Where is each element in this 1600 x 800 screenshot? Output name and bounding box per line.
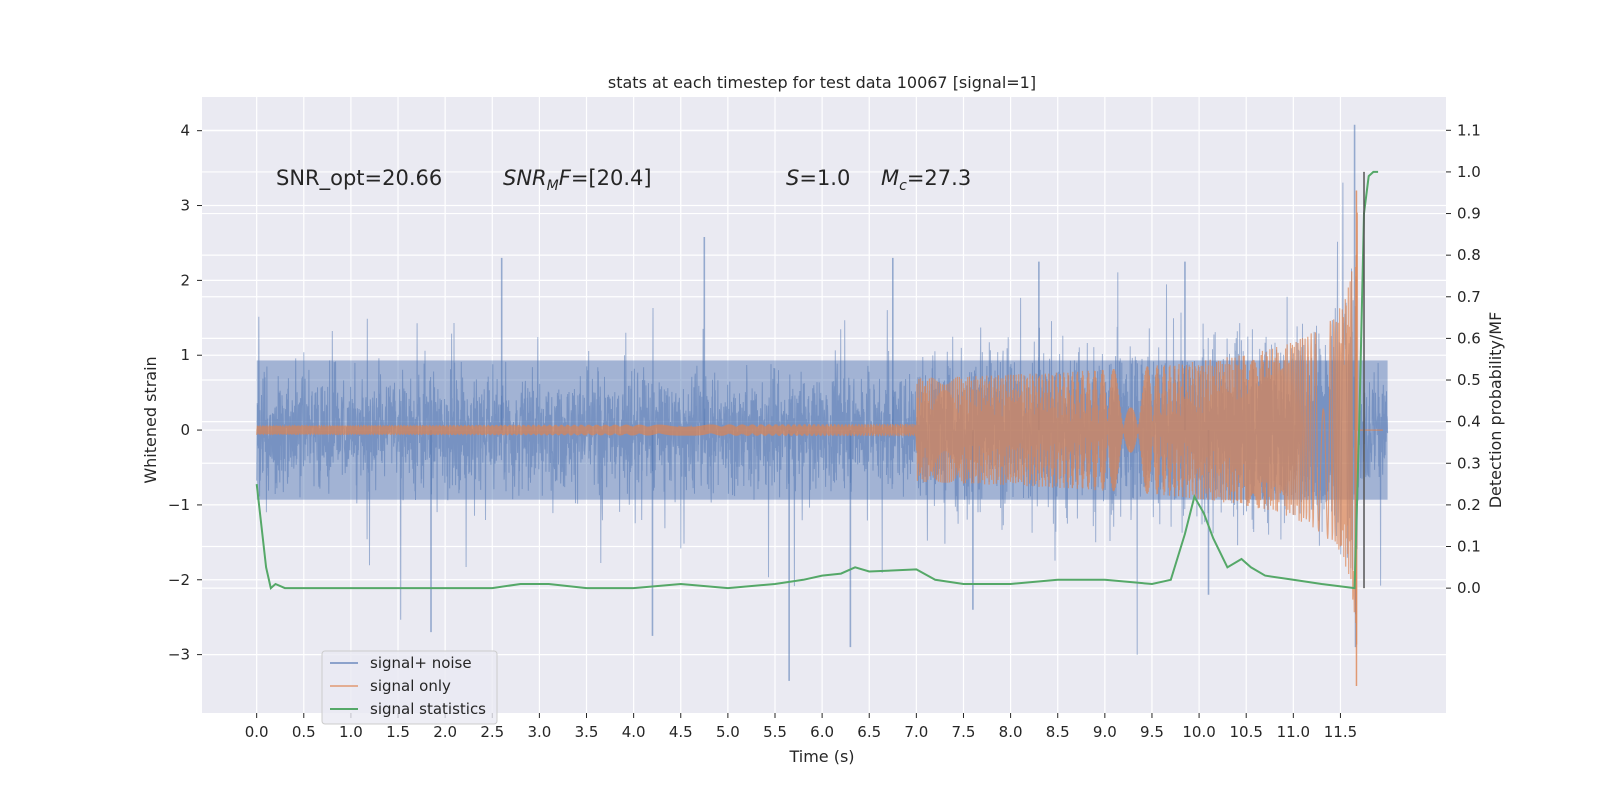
grid bbox=[202, 97, 1446, 713]
snr-mf-annotation: SNRMF=[20.4] bbox=[503, 166, 652, 194]
y2-tick-label: 0.8 bbox=[1457, 246, 1481, 264]
legend-frame bbox=[321, 650, 498, 725]
x-tick-label: 7.0 bbox=[904, 723, 928, 741]
y-axis-label: Whitened strain bbox=[141, 356, 160, 483]
legend: signal+ noise signal only signal statist… bbox=[321, 650, 498, 725]
y2-tick-label: 0.2 bbox=[1457, 496, 1481, 514]
x-tick-label: 4.0 bbox=[622, 723, 646, 741]
x-tick-label: 8.0 bbox=[999, 723, 1023, 741]
x-tick-label: 2.0 bbox=[433, 723, 457, 741]
snr-mf-subscript: M bbox=[547, 178, 559, 194]
x-tick-label: 10.0 bbox=[1182, 723, 1215, 741]
x-tick-label: 1.5 bbox=[386, 723, 410, 741]
y-tick-label: 3 bbox=[180, 197, 190, 215]
x-tick-label: 11.5 bbox=[1324, 723, 1357, 741]
x-tick-label: 1.0 bbox=[339, 723, 363, 741]
x-tick-label: 6.0 bbox=[810, 723, 834, 741]
x-tick-label: 3.5 bbox=[575, 723, 599, 741]
y-tick-label: 2 bbox=[180, 271, 190, 289]
mc-subscript: c bbox=[899, 178, 907, 194]
x-tick-label: 7.5 bbox=[952, 723, 976, 741]
snr-opt-annotation: SNR_opt=20.66 bbox=[276, 166, 442, 191]
legend-label-noise: signal+ noise bbox=[370, 654, 472, 672]
x-axis-label: Time (s) bbox=[788, 747, 854, 766]
x-tick-label: 5.5 bbox=[763, 723, 787, 741]
signal-only-series bbox=[256, 190, 1383, 687]
y-tick-label: 0 bbox=[180, 421, 190, 439]
y2-tick-label: 0.4 bbox=[1457, 413, 1481, 431]
x-tick-label: 5.0 bbox=[716, 723, 740, 741]
y2-tick-label: 0.1 bbox=[1457, 538, 1481, 556]
x-tick-label: 11.0 bbox=[1277, 723, 1310, 741]
signal-statistics-series bbox=[255, 170, 1379, 590]
legend-label-signal: signal only bbox=[370, 677, 451, 695]
s-symbol: S bbox=[786, 166, 799, 190]
x-tick-label: 6.5 bbox=[857, 723, 881, 741]
y2-axis-label: Detection probability/MF bbox=[1486, 312, 1505, 509]
x-tick-label: 2.5 bbox=[480, 723, 504, 741]
signal-only-line bbox=[256, 212, 1383, 645]
x-axis-ticks: 0.0 0.5 1.0 1.5 2.0 2.5 3.0 3.5 4.0 4.5 5.0 5.5 6.0 6… bbox=[245, 713, 1357, 741]
x-tick-label: 8.5 bbox=[1046, 723, 1070, 741]
y-tick-label: −1 bbox=[168, 496, 190, 514]
y2-tick-label: 0.9 bbox=[1457, 205, 1481, 223]
y2-tick-label: 1.1 bbox=[1457, 121, 1481, 139]
s-annotation: S=1.0 bbox=[786, 166, 850, 190]
x-tick-label: 0.0 bbox=[245, 723, 269, 741]
y-tick-label: 4 bbox=[180, 122, 190, 140]
snr-mf-value: =[20.4] bbox=[571, 166, 652, 190]
y-tick-label: −3 bbox=[168, 646, 190, 664]
y2-axis-ticks: 1.1 1.0 0.9 0.8 0.7 0.6 0.5 0.4 0.3 0.2 0.1 0.0 bbox=[1446, 121, 1481, 597]
chart-title: stats at each timestep for test data 100… bbox=[608, 73, 1036, 92]
y2-tick-label: 1.0 bbox=[1457, 163, 1481, 181]
s-value: =1.0 bbox=[799, 166, 850, 190]
mc-value: =27.3 bbox=[907, 166, 971, 190]
y2-tick-label: 0.6 bbox=[1457, 329, 1481, 347]
snr-mf-symbol: SNR bbox=[503, 166, 547, 190]
x-tick-label: 10.5 bbox=[1230, 723, 1263, 741]
y-tick-label: −2 bbox=[168, 571, 190, 589]
y2-tick-label: 0.5 bbox=[1457, 371, 1481, 389]
x-tick-label: 9.0 bbox=[1093, 723, 1117, 741]
legend-label-stats: signal statistics bbox=[370, 700, 486, 718]
signal-statistics-line bbox=[255, 170, 1379, 590]
y-tick-label: 1 bbox=[180, 346, 190, 364]
mc-annotation: Mc=27.3 bbox=[881, 166, 971, 194]
snr-mf-tail: F bbox=[559, 166, 572, 190]
x-tick-label: 9.5 bbox=[1140, 723, 1164, 741]
x-tick-label: 4.5 bbox=[669, 723, 693, 741]
x-tick-label: 0.5 bbox=[292, 723, 316, 741]
y2-tick-label: 0.7 bbox=[1457, 288, 1481, 306]
mc-symbol: M bbox=[881, 166, 899, 190]
y-axis-ticks: 4 3 2 1 0 −1 −2 −3 bbox=[168, 122, 202, 664]
y2-tick-label: 0.0 bbox=[1457, 579, 1481, 597]
y2-tick-label: 0.3 bbox=[1457, 454, 1481, 472]
x-tick-label: 3.0 bbox=[527, 723, 551, 741]
